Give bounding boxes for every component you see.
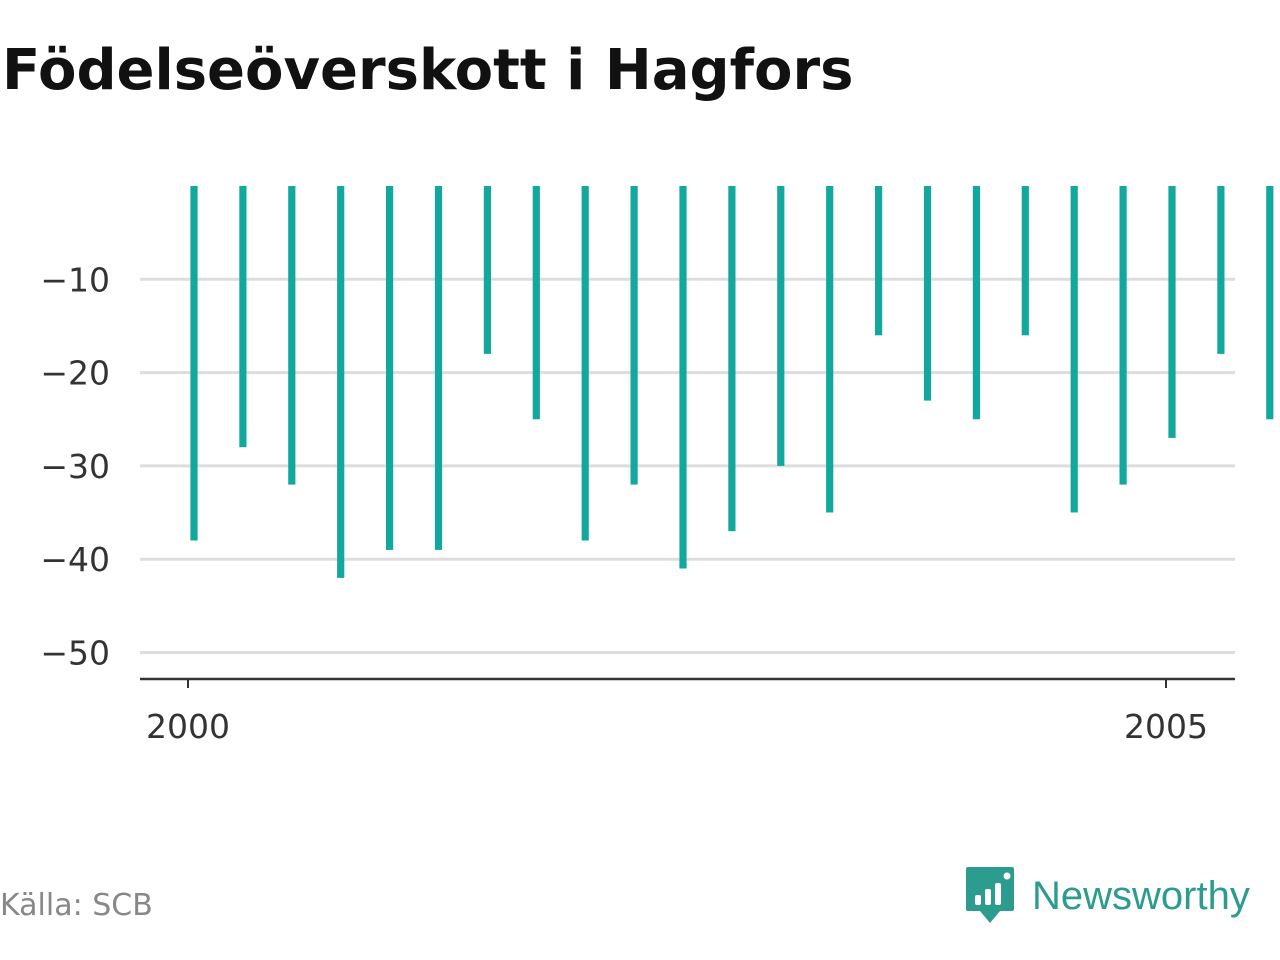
- brand-logo[interactable]: Newsworthy: [964, 864, 1250, 928]
- bar: [923, 186, 932, 401]
- bar-chart: −10−20−30−40−50 200020052010201520202025: [40, 186, 1274, 746]
- y-tick-label: −10: [40, 260, 110, 299]
- newsworthy-logo-icon: [966, 867, 1014, 923]
- bar: [532, 186, 540, 420]
- bar: [483, 186, 491, 354]
- y-tick-label: −40: [40, 540, 110, 579]
- bar: [1168, 186, 1176, 438]
- bar: [337, 186, 345, 578]
- x-axis: 200020052010201520202025: [140, 677, 1235, 746]
- bar: [581, 186, 589, 541]
- bar: [1266, 186, 1274, 420]
- x-tick-label: 2005: [1124, 707, 1208, 746]
- bar: [728, 186, 736, 532]
- bar: [239, 186, 247, 448]
- bar: [630, 186, 638, 485]
- bar: [190, 186, 198, 541]
- bar: [288, 186, 296, 485]
- x-tick-label: 2000: [146, 707, 230, 746]
- bar: [972, 186, 980, 420]
- bar: [386, 186, 394, 550]
- bar: [434, 186, 443, 550]
- bar: [1070, 186, 1078, 513]
- bar: [875, 186, 883, 336]
- y-tick-label: −20: [40, 354, 110, 393]
- bar: [826, 186, 834, 513]
- grid-lines: [140, 277, 1235, 654]
- y-axis-ticks: −10 −20 −30 −40 −50: [40, 260, 110, 672]
- y-tick-label: −50: [40, 634, 110, 673]
- brand-name: Newsworthy: [1032, 873, 1250, 918]
- y-tick-label: −30: [40, 447, 110, 486]
- bar: [1021, 186, 1029, 336]
- bar: [1217, 186, 1225, 354]
- bar-series: [190, 186, 1274, 578]
- bar: [679, 186, 687, 569]
- source-label: Källa: SCB: [0, 888, 153, 923]
- bar: [777, 186, 785, 466]
- bar: [1119, 186, 1127, 485]
- chart-title: Födelseöverskott i Hagfors: [2, 38, 854, 103]
